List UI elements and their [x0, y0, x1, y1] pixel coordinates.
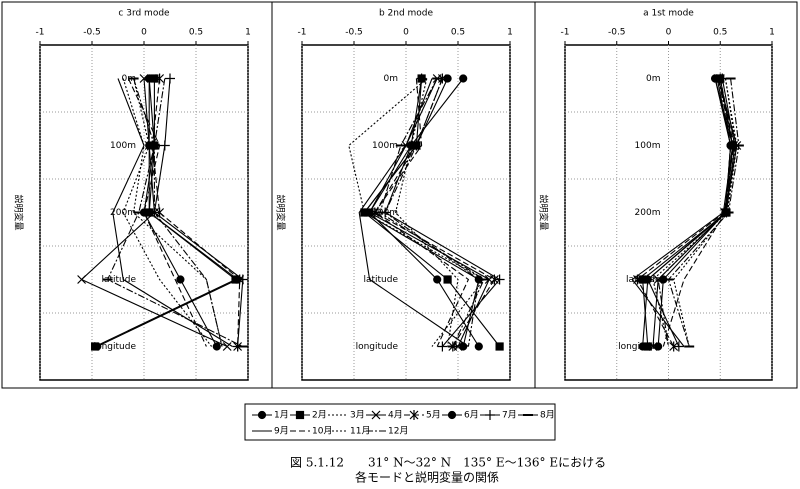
marker — [91, 342, 100, 351]
marker — [222, 342, 232, 351]
series-line — [112, 78, 233, 347]
legend-label: 11月 — [350, 426, 370, 437]
marker — [459, 74, 468, 83]
series-line — [394, 78, 459, 347]
marker — [654, 342, 663, 351]
legend-label: 6月 — [464, 410, 479, 421]
series-line — [657, 78, 732, 347]
chart-title: b 2nd mode — [379, 9, 434, 19]
y-axis-label: 説明変量 — [13, 194, 25, 230]
chart-title: c 3rd mode — [118, 9, 170, 19]
marker — [165, 73, 175, 84]
marker — [643, 342, 652, 351]
category-label: latitude — [363, 275, 398, 285]
series-line — [122, 78, 213, 347]
chart-title: a 1st mode — [643, 9, 694, 19]
category-label: 100m — [110, 141, 136, 151]
category-label: longitude — [356, 342, 399, 352]
marker — [237, 274, 248, 285]
legend-label: 9月 — [274, 426, 289, 437]
y-axis-label: 説明変量 — [275, 194, 287, 230]
x-tick-label: 0.5 — [189, 28, 203, 38]
marker — [155, 73, 165, 84]
series-line — [106, 78, 244, 347]
x-tick-label: -1 — [36, 28, 45, 38]
caption: 各モードと説明変量の関係 — [355, 470, 499, 485]
marker — [437, 341, 448, 352]
x-tick-label: 0.5 — [713, 28, 727, 38]
plot-area — [301, 44, 511, 381]
marker — [360, 208, 369, 217]
marker — [257, 410, 267, 420]
legend-label: 5月 — [426, 410, 441, 421]
legend-label: 2月 — [312, 410, 327, 421]
series-line — [122, 78, 223, 347]
marker — [416, 73, 427, 84]
series-line — [127, 78, 207, 347]
x-tick-label: -0.5 — [608, 28, 626, 38]
category-label: 100m — [372, 141, 398, 151]
legend-label: 10月 — [312, 426, 332, 437]
caption: 図 5.1.12 31° N～32° N 135° E～136° Eにおける — [290, 456, 606, 470]
series-line — [153, 78, 223, 347]
x-tick-label: -0.5 — [83, 28, 101, 38]
category-label: 200m — [635, 208, 661, 218]
category-label: 0m — [646, 74, 661, 84]
marker — [433, 275, 442, 284]
marker — [485, 410, 495, 420]
x-tick-label: 0.5 — [451, 28, 465, 38]
series-line — [657, 78, 734, 347]
marker — [443, 74, 452, 83]
marker — [176, 275, 185, 284]
category-label: 100m — [635, 141, 661, 151]
x-tick-label: 0 — [403, 28, 409, 38]
marker — [159, 140, 170, 151]
series-line — [662, 78, 732, 347]
legend-label: 1月 — [274, 410, 289, 421]
x-tick-label: 0 — [666, 28, 672, 38]
x-tick-label: 1 — [507, 28, 513, 38]
marker — [642, 274, 653, 285]
x-tick-label: -0.5 — [345, 28, 363, 38]
series-line — [348, 78, 485, 347]
category-label: latitude — [101, 275, 136, 285]
x-tick-label: 0 — [141, 28, 147, 38]
category-label: 0m — [384, 74, 399, 84]
series-line — [374, 78, 496, 347]
x-tick-label: -1 — [561, 28, 570, 38]
marker — [77, 275, 87, 284]
marker — [145, 74, 154, 83]
series-line — [384, 78, 501, 347]
marker — [495, 342, 504, 351]
x-tick-label: -1 — [298, 28, 307, 38]
legend-label: 8月 — [540, 410, 555, 421]
series-line — [358, 78, 469, 347]
marker — [474, 342, 483, 351]
series-line — [151, 78, 241, 347]
series-line — [384, 78, 480, 347]
series-line — [374, 78, 470, 347]
marker — [494, 274, 505, 285]
x-tick-label: 1 — [769, 28, 775, 38]
x-tick-label: 1 — [245, 28, 251, 38]
marker — [212, 342, 221, 351]
legend-label: 7月 — [502, 410, 517, 421]
legend-label: 3月 — [350, 410, 365, 421]
category-label: longitude — [94, 342, 137, 352]
marker — [409, 410, 419, 420]
marker — [669, 341, 679, 352]
legend-label: 12月 — [388, 426, 408, 437]
marker — [673, 341, 684, 352]
y-axis-label: 説明変量 — [538, 194, 550, 230]
marker — [371, 410, 381, 420]
series-line — [652, 78, 737, 347]
series-line — [673, 78, 738, 347]
legend-box — [244, 403, 556, 441]
marker — [447, 410, 457, 420]
marker — [295, 410, 305, 420]
frame — [1, 1, 798, 389]
legend-label: 4月 — [388, 410, 403, 421]
marker — [443, 275, 452, 284]
